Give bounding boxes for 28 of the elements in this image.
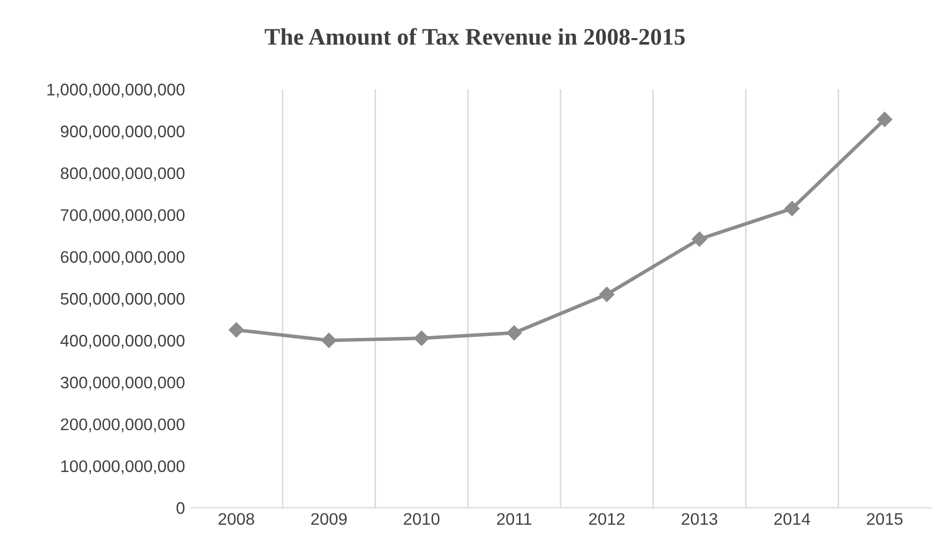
y-tick-label: 200,000,000,000	[60, 418, 184, 432]
y-tick-label: 800,000,000,000	[60, 167, 184, 182]
point	[321, 332, 337, 348]
x-tick-label: 2010	[404, 513, 440, 525]
x-tick-label: 2013	[682, 513, 718, 525]
point	[599, 286, 614, 302]
point	[784, 200, 800, 216]
x-tick-label: 2012	[589, 513, 625, 525]
chart-title: The Amount of Tax Revenue in 2008-2015	[264, 28, 685, 45]
x-tick-label: 2008	[218, 513, 254, 525]
y-tick-label: 400,000,000,000	[60, 334, 184, 349]
y-tick-label: 900,000,000,000	[60, 126, 184, 140]
x-tick-label: 2015	[866, 513, 903, 525]
point	[692, 232, 708, 247]
x-tick-label: 2014	[774, 513, 810, 525]
y-tick-label: 0	[176, 502, 184, 514]
point	[506, 325, 522, 340]
point	[228, 322, 244, 338]
x-tick-label: 2009	[311, 513, 347, 525]
point	[877, 112, 892, 127]
y-tick-label: 300,000,000,000	[60, 376, 184, 390]
y-tick-label: 100,000,000,000	[61, 460, 184, 474]
y-tick-label: 700,000,000,000	[60, 209, 184, 223]
x-tick-label: 2011	[497, 513, 532, 525]
y-tick-label: 600,000,000,000	[60, 251, 184, 265]
point	[414, 330, 430, 346]
y-tick-label: 1,000,000,000,000	[47, 84, 184, 98]
y-tick-label: 500,000,000,000	[60, 292, 184, 307]
